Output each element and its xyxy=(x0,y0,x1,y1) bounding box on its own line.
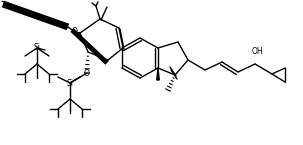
Text: Si: Si xyxy=(34,44,41,52)
Text: O: O xyxy=(84,68,90,77)
Text: Si: Si xyxy=(66,78,74,87)
Polygon shape xyxy=(157,68,159,80)
Text: O: O xyxy=(72,28,78,37)
Text: OH: OH xyxy=(251,48,263,57)
